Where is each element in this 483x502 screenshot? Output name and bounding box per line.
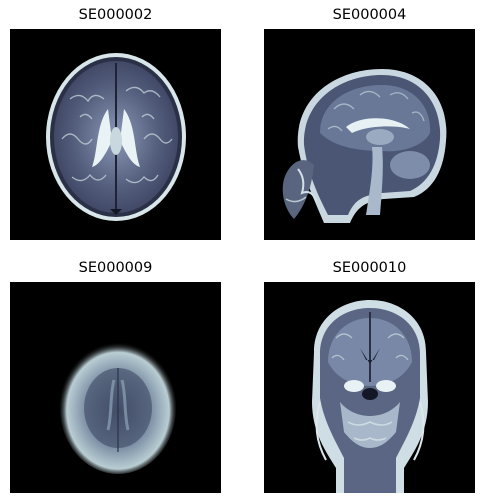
panel-title-se000004: SE000004 (332, 7, 407, 23)
panel-title-se000002: SE000002 (78, 7, 153, 23)
mri-low-resolution-axial-slice-image (10, 282, 221, 493)
mri-sagittal-slice-image (264, 29, 475, 240)
mri-axial-slice-image (10, 29, 221, 240)
panel-title-se000010: SE000010 (332, 260, 407, 276)
panel-title-se000009: SE000009 (78, 260, 153, 276)
mri-coronal-slice-image (264, 282, 475, 493)
